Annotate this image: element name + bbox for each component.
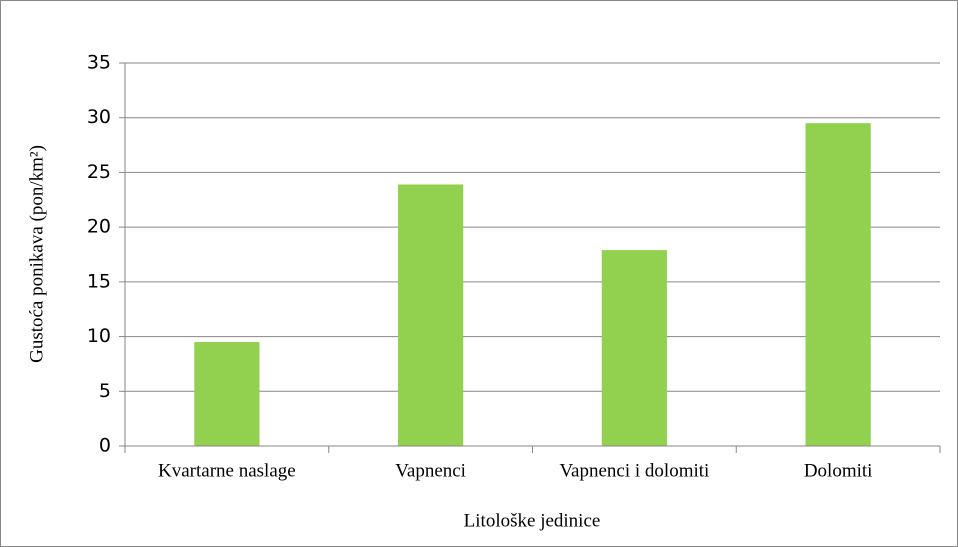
y-tick-label: 10 <box>87 325 111 347</box>
y-tick-label: 5 <box>99 380 111 402</box>
x-tick-label: Dolomiti <box>804 460 873 481</box>
y-axis-title: Gustoća ponikava (pon/km²) <box>26 145 47 363</box>
bar <box>398 184 464 447</box>
y-tick-label: 0 <box>99 435 111 457</box>
bar <box>194 342 260 446</box>
y-tick-label: 20 <box>87 216 111 238</box>
y-tick-label: 15 <box>87 270 111 292</box>
y-tick-label: 35 <box>87 52 111 74</box>
x-tick-label: Vapnenci <box>395 460 466 481</box>
bar <box>805 123 871 446</box>
x-tick-label: Kvartarne naslage <box>158 460 296 481</box>
y-tick-label: 25 <box>87 161 111 183</box>
x-axis-title: Litološke jedinice <box>464 510 601 531</box>
y-tick-label: 30 <box>87 106 111 128</box>
x-tick-label: Vapnenci i dolomiti <box>559 460 709 481</box>
bar <box>601 250 667 446</box>
